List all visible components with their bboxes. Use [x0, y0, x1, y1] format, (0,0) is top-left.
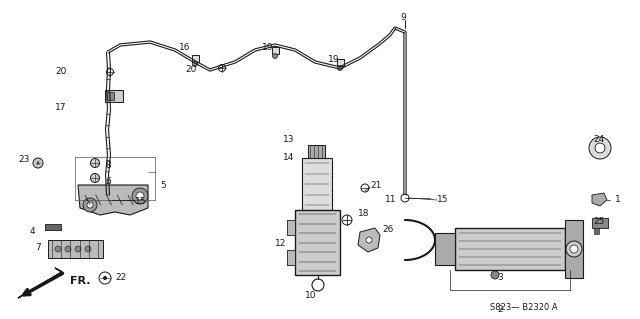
Text: 11: 11 [385, 196, 397, 204]
Bar [287, 220, 295, 235]
Text: 21: 21 [370, 181, 381, 189]
Circle shape [99, 272, 111, 284]
Circle shape [491, 271, 499, 279]
Circle shape [342, 215, 352, 225]
Text: 9: 9 [400, 12, 406, 21]
Circle shape [85, 246, 91, 252]
Text: 22: 22 [115, 273, 126, 283]
Text: 23: 23 [18, 155, 29, 165]
Text: 17: 17 [55, 103, 67, 113]
Polygon shape [592, 193, 607, 206]
Circle shape [87, 202, 93, 208]
Circle shape [595, 143, 605, 153]
Text: 8: 8 [105, 161, 111, 170]
Circle shape [136, 192, 144, 200]
Circle shape [132, 188, 148, 204]
Circle shape [106, 69, 113, 76]
Text: 3: 3 [497, 273, 503, 283]
Bar [48, 240, 103, 258]
Text: 16: 16 [179, 42, 191, 51]
Text: 14: 14 [283, 153, 294, 162]
Text: 10: 10 [305, 291, 317, 300]
Circle shape [366, 237, 372, 243]
Polygon shape [308, 145, 325, 158]
Circle shape [401, 194, 409, 202]
Bar [287, 250, 295, 265]
Text: 24: 24 [593, 136, 604, 145]
Circle shape [273, 54, 278, 58]
Text: 19: 19 [262, 42, 274, 51]
Text: 19: 19 [328, 56, 340, 64]
Circle shape [90, 174, 99, 182]
Polygon shape [358, 228, 380, 252]
Bar [594, 228, 599, 234]
Circle shape [566, 241, 582, 257]
Circle shape [312, 279, 324, 291]
Text: 26: 26 [382, 226, 394, 234]
Text: 1: 1 [615, 196, 621, 204]
Text: 20: 20 [55, 68, 67, 77]
Text: 7: 7 [35, 243, 41, 253]
Circle shape [218, 64, 225, 71]
Circle shape [75, 246, 81, 252]
Text: 15: 15 [135, 197, 147, 206]
Polygon shape [78, 185, 148, 215]
Bar [302, 158, 332, 210]
Bar [45, 224, 61, 230]
Text: 6: 6 [105, 177, 111, 187]
Bar [105, 90, 123, 102]
Text: 12: 12 [275, 239, 286, 248]
Text: 5: 5 [160, 181, 166, 189]
Bar [107, 92, 114, 100]
Bar [295, 210, 340, 275]
Text: 2: 2 [497, 306, 503, 315]
Text: FR.: FR. [70, 276, 90, 286]
Circle shape [55, 246, 61, 252]
Circle shape [193, 62, 198, 66]
Bar [272, 47, 279, 54]
Circle shape [33, 158, 43, 168]
Circle shape [104, 196, 112, 204]
Polygon shape [18, 268, 62, 298]
Circle shape [361, 184, 369, 192]
Circle shape [65, 246, 71, 252]
Bar [565, 220, 583, 278]
Bar [337, 59, 344, 66]
Text: 13: 13 [283, 136, 294, 145]
Circle shape [90, 159, 99, 167]
Circle shape [337, 65, 342, 70]
Text: 4: 4 [30, 226, 36, 235]
Bar [455, 228, 565, 270]
Bar [592, 218, 608, 228]
Text: 20: 20 [185, 65, 196, 75]
Bar [435, 233, 455, 265]
Text: S823— B2320 A: S823— B2320 A [490, 302, 557, 311]
Circle shape [103, 276, 107, 280]
Circle shape [83, 198, 97, 212]
Circle shape [570, 245, 578, 253]
Text: 18: 18 [358, 210, 369, 219]
Text: 25: 25 [593, 218, 604, 226]
Text: 15: 15 [437, 196, 449, 204]
Circle shape [589, 137, 611, 159]
Bar [192, 55, 199, 62]
